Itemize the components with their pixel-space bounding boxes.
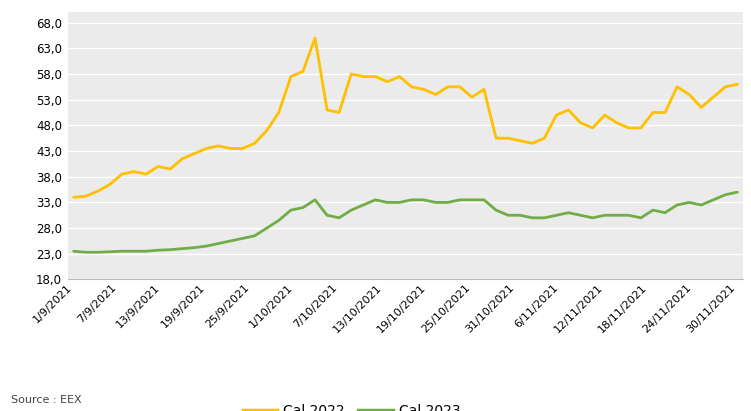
Legend: Cal 2022, Cal 2023: Cal 2022, Cal 2023 — [237, 399, 466, 411]
Text: Source : EEX: Source : EEX — [11, 395, 82, 405]
